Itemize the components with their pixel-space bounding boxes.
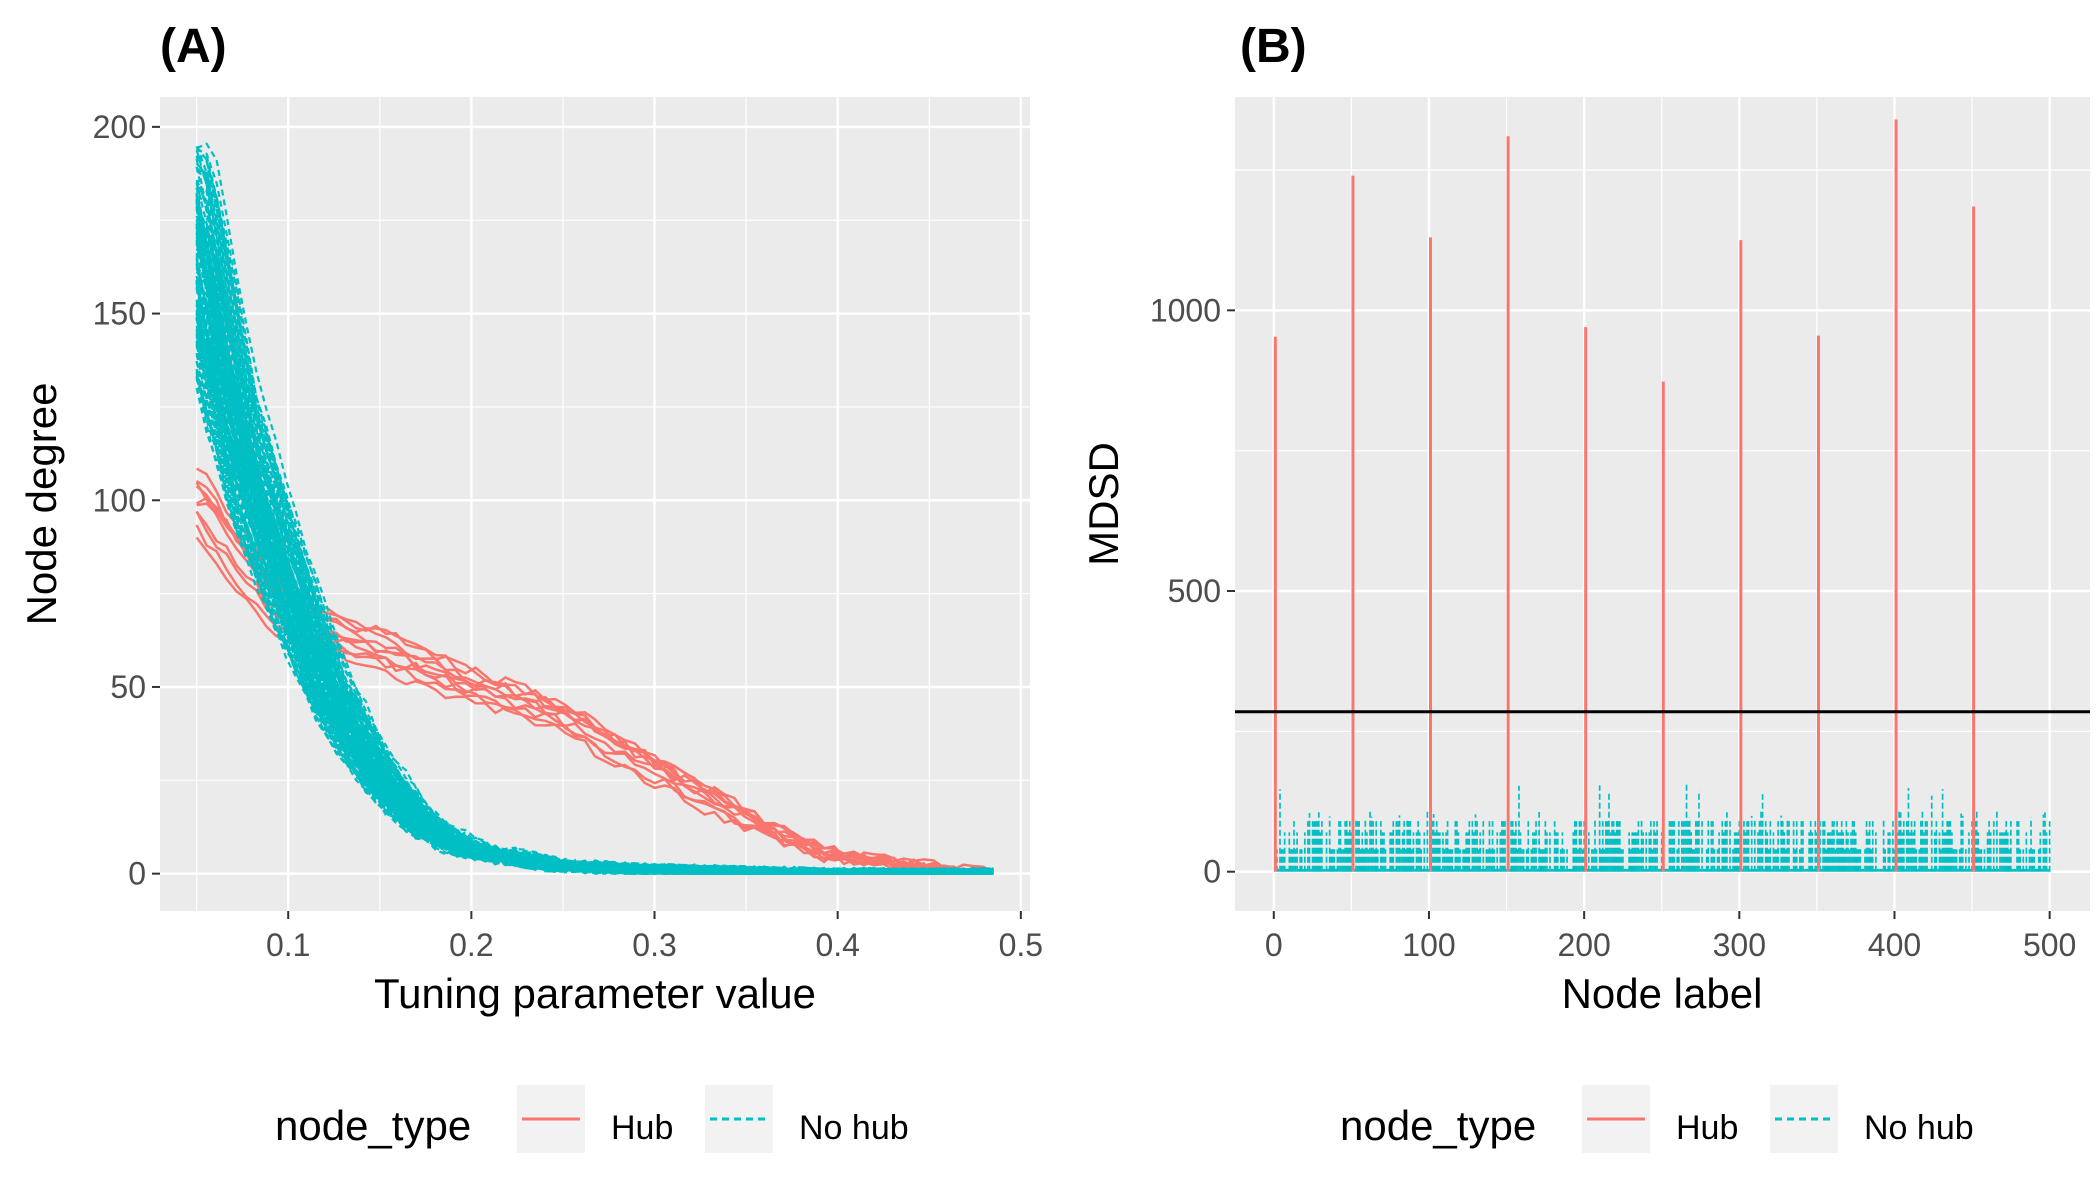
panel-a-x-tick-label: 0.5 — [999, 927, 1043, 963]
panel-a-no-hub-series — [195, 142, 994, 876]
panel-a-x-tick-label: 0.3 — [632, 927, 676, 963]
panel-a-x-tick-label: 0.4 — [815, 927, 859, 963]
panel-b-x-tick-label: 400 — [1868, 927, 1921, 963]
panel-a: (A) 0.1 0.2 0.3 0.4 0.5 0 50 100 150 200 Tuning p… — [18, 20, 1043, 1153]
panel-b-y-tick-label: 500 — [1168, 573, 1221, 609]
panel-a-legend-label-no-hub: No hub — [799, 1109, 909, 1147]
no-hub-curve — [195, 309, 994, 875]
panel-b-x-tick-label: 200 — [1557, 927, 1610, 963]
panel-b-x-axis-title: Node label — [1562, 970, 1763, 1017]
hub-curve — [195, 481, 994, 875]
panel-b-x-tick-label: 100 — [1402, 927, 1455, 963]
panel-b-legend-title: node_type — [1340, 1102, 1536, 1149]
panel-a-y-tick-label: 100 — [93, 482, 146, 518]
panel-a-y-tick-label: 150 — [93, 296, 146, 332]
panel-a-plot-background — [160, 97, 1030, 911]
panel-b-y-axis-title: MDSD — [1080, 442, 1127, 566]
panel-b-x-tick-label: 300 — [1713, 927, 1766, 963]
panel-a-y-tick-label: 200 — [93, 109, 146, 145]
panel-a-x-axis-title: Tuning parameter value — [374, 970, 816, 1017]
no-hub-curve — [196, 148, 994, 875]
panel-b-hub-series — [1273, 119, 1976, 872]
panel-a-ticks: 0.1 0.2 0.3 0.4 0.5 0 50 100 150 200 — [93, 109, 1043, 963]
panel-b-no-hub-series — [1276, 783, 2051, 872]
no-hub-curve — [196, 283, 994, 875]
no-hub-curve — [195, 275, 994, 875]
panel-b-legend-label-no-hub: No hub — [1864, 1109, 1974, 1147]
panel-a-y-tick-label: 50 — [110, 669, 146, 705]
panel-b-y-tick-label: 1000 — [1150, 292, 1221, 328]
panel-a-x-tick-label: 0.2 — [449, 927, 493, 963]
panel-a-legend-title: node_type — [275, 1102, 471, 1149]
panel-b-y-tick-label: 0 — [1203, 854, 1221, 890]
panel-b-x-tick-label: 0 — [1265, 927, 1283, 963]
no-hub-curve — [195, 252, 994, 876]
panel-b-title: (B) — [1240, 20, 1307, 73]
panel-b-legend-label-hub: Hub — [1676, 1109, 1738, 1147]
panel-a-legend: node_type Hub No hub — [275, 1085, 909, 1153]
panel-a-title: (A) — [160, 20, 227, 73]
panel-b-x-tick-label: 500 — [2023, 927, 2076, 963]
panel-a-legend-label-hub: Hub — [611, 1109, 673, 1147]
panel-a-y-axis-title: Node degree — [18, 383, 65, 626]
panel-b-ticks: 0 100 200 300 400 500 0 500 1000 — [1150, 292, 2077, 963]
no-hub-curve — [196, 225, 994, 875]
panel-a-y-tick-label: 0 — [128, 856, 146, 892]
panel-b-legend: node_type Hub No hub — [1340, 1085, 1974, 1153]
panel-a-x-tick-label: 0.1 — [266, 927, 310, 963]
hub-curve — [195, 485, 994, 875]
panel-a-gridlines — [160, 97, 1030, 911]
